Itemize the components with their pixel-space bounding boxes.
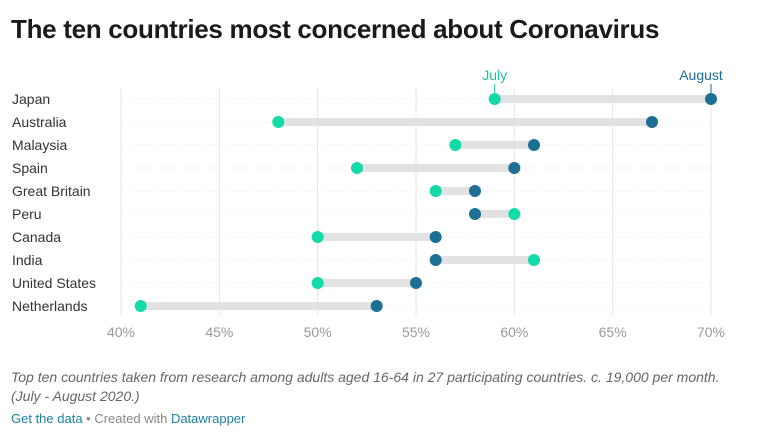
category-label: Netherlands xyxy=(12,298,88,314)
august-dot xyxy=(469,185,481,197)
july-dot xyxy=(528,254,540,266)
july-dot xyxy=(449,139,462,151)
x-tick-label: 45% xyxy=(205,324,233,340)
dot-range-chart: Japan Australia Malaysia Spain Great Britain… xyxy=(12,67,725,340)
august-dot xyxy=(705,93,717,105)
chart-note: Top ten countries taken from research am… xyxy=(11,369,720,404)
x-tick-label: 60% xyxy=(500,324,528,340)
x-tick-label: 70% xyxy=(697,324,725,340)
chart-rows: Japan Australia Malaysia Spain Great Britain… xyxy=(12,91,717,314)
category-label: Peru xyxy=(12,206,42,222)
legend-august: August xyxy=(679,67,723,83)
august-dot xyxy=(429,254,442,266)
july-dot xyxy=(429,185,442,197)
august-dot xyxy=(508,162,521,174)
legend-july: July xyxy=(482,67,507,83)
x-tick-label: 55% xyxy=(402,324,430,340)
category-label: Canada xyxy=(12,229,61,245)
category-label: Australia xyxy=(12,114,67,130)
category-label: Spain xyxy=(12,160,48,176)
july-dot xyxy=(311,277,324,289)
july-dot xyxy=(311,231,324,243)
august-dot xyxy=(429,231,442,243)
august-dot xyxy=(370,300,383,312)
get-the-data-link[interactable]: Get the data xyxy=(11,411,83,426)
july-dot xyxy=(508,208,521,220)
x-tick-label: 65% xyxy=(599,324,627,340)
x-tick-label: 50% xyxy=(304,324,332,340)
category-label: India xyxy=(12,252,43,268)
august-dot xyxy=(469,208,481,220)
x-tick-label: 40% xyxy=(107,324,135,340)
footer: Get the data • Created with Datawrapper xyxy=(11,411,245,426)
x-axis: 40% 45% 50% 55% 60% 65% 70% xyxy=(107,324,725,340)
legend: July August xyxy=(482,67,723,93)
july-dot xyxy=(351,162,363,174)
footer-separator: • Created with xyxy=(82,411,171,426)
july-dot xyxy=(134,300,147,312)
category-label: Malaysia xyxy=(12,137,67,153)
july-dot xyxy=(272,116,285,128)
datawrapper-link[interactable]: Datawrapper xyxy=(170,411,246,426)
chart-title: The ten countries most concerned about C… xyxy=(11,14,660,44)
august-dot xyxy=(410,277,422,289)
august-dot xyxy=(528,139,540,151)
category-label: United States xyxy=(12,275,96,291)
august-dot xyxy=(646,116,658,128)
july-dot xyxy=(488,93,501,105)
category-label: Great Britain xyxy=(12,183,91,199)
category-label: Japan xyxy=(12,91,50,107)
